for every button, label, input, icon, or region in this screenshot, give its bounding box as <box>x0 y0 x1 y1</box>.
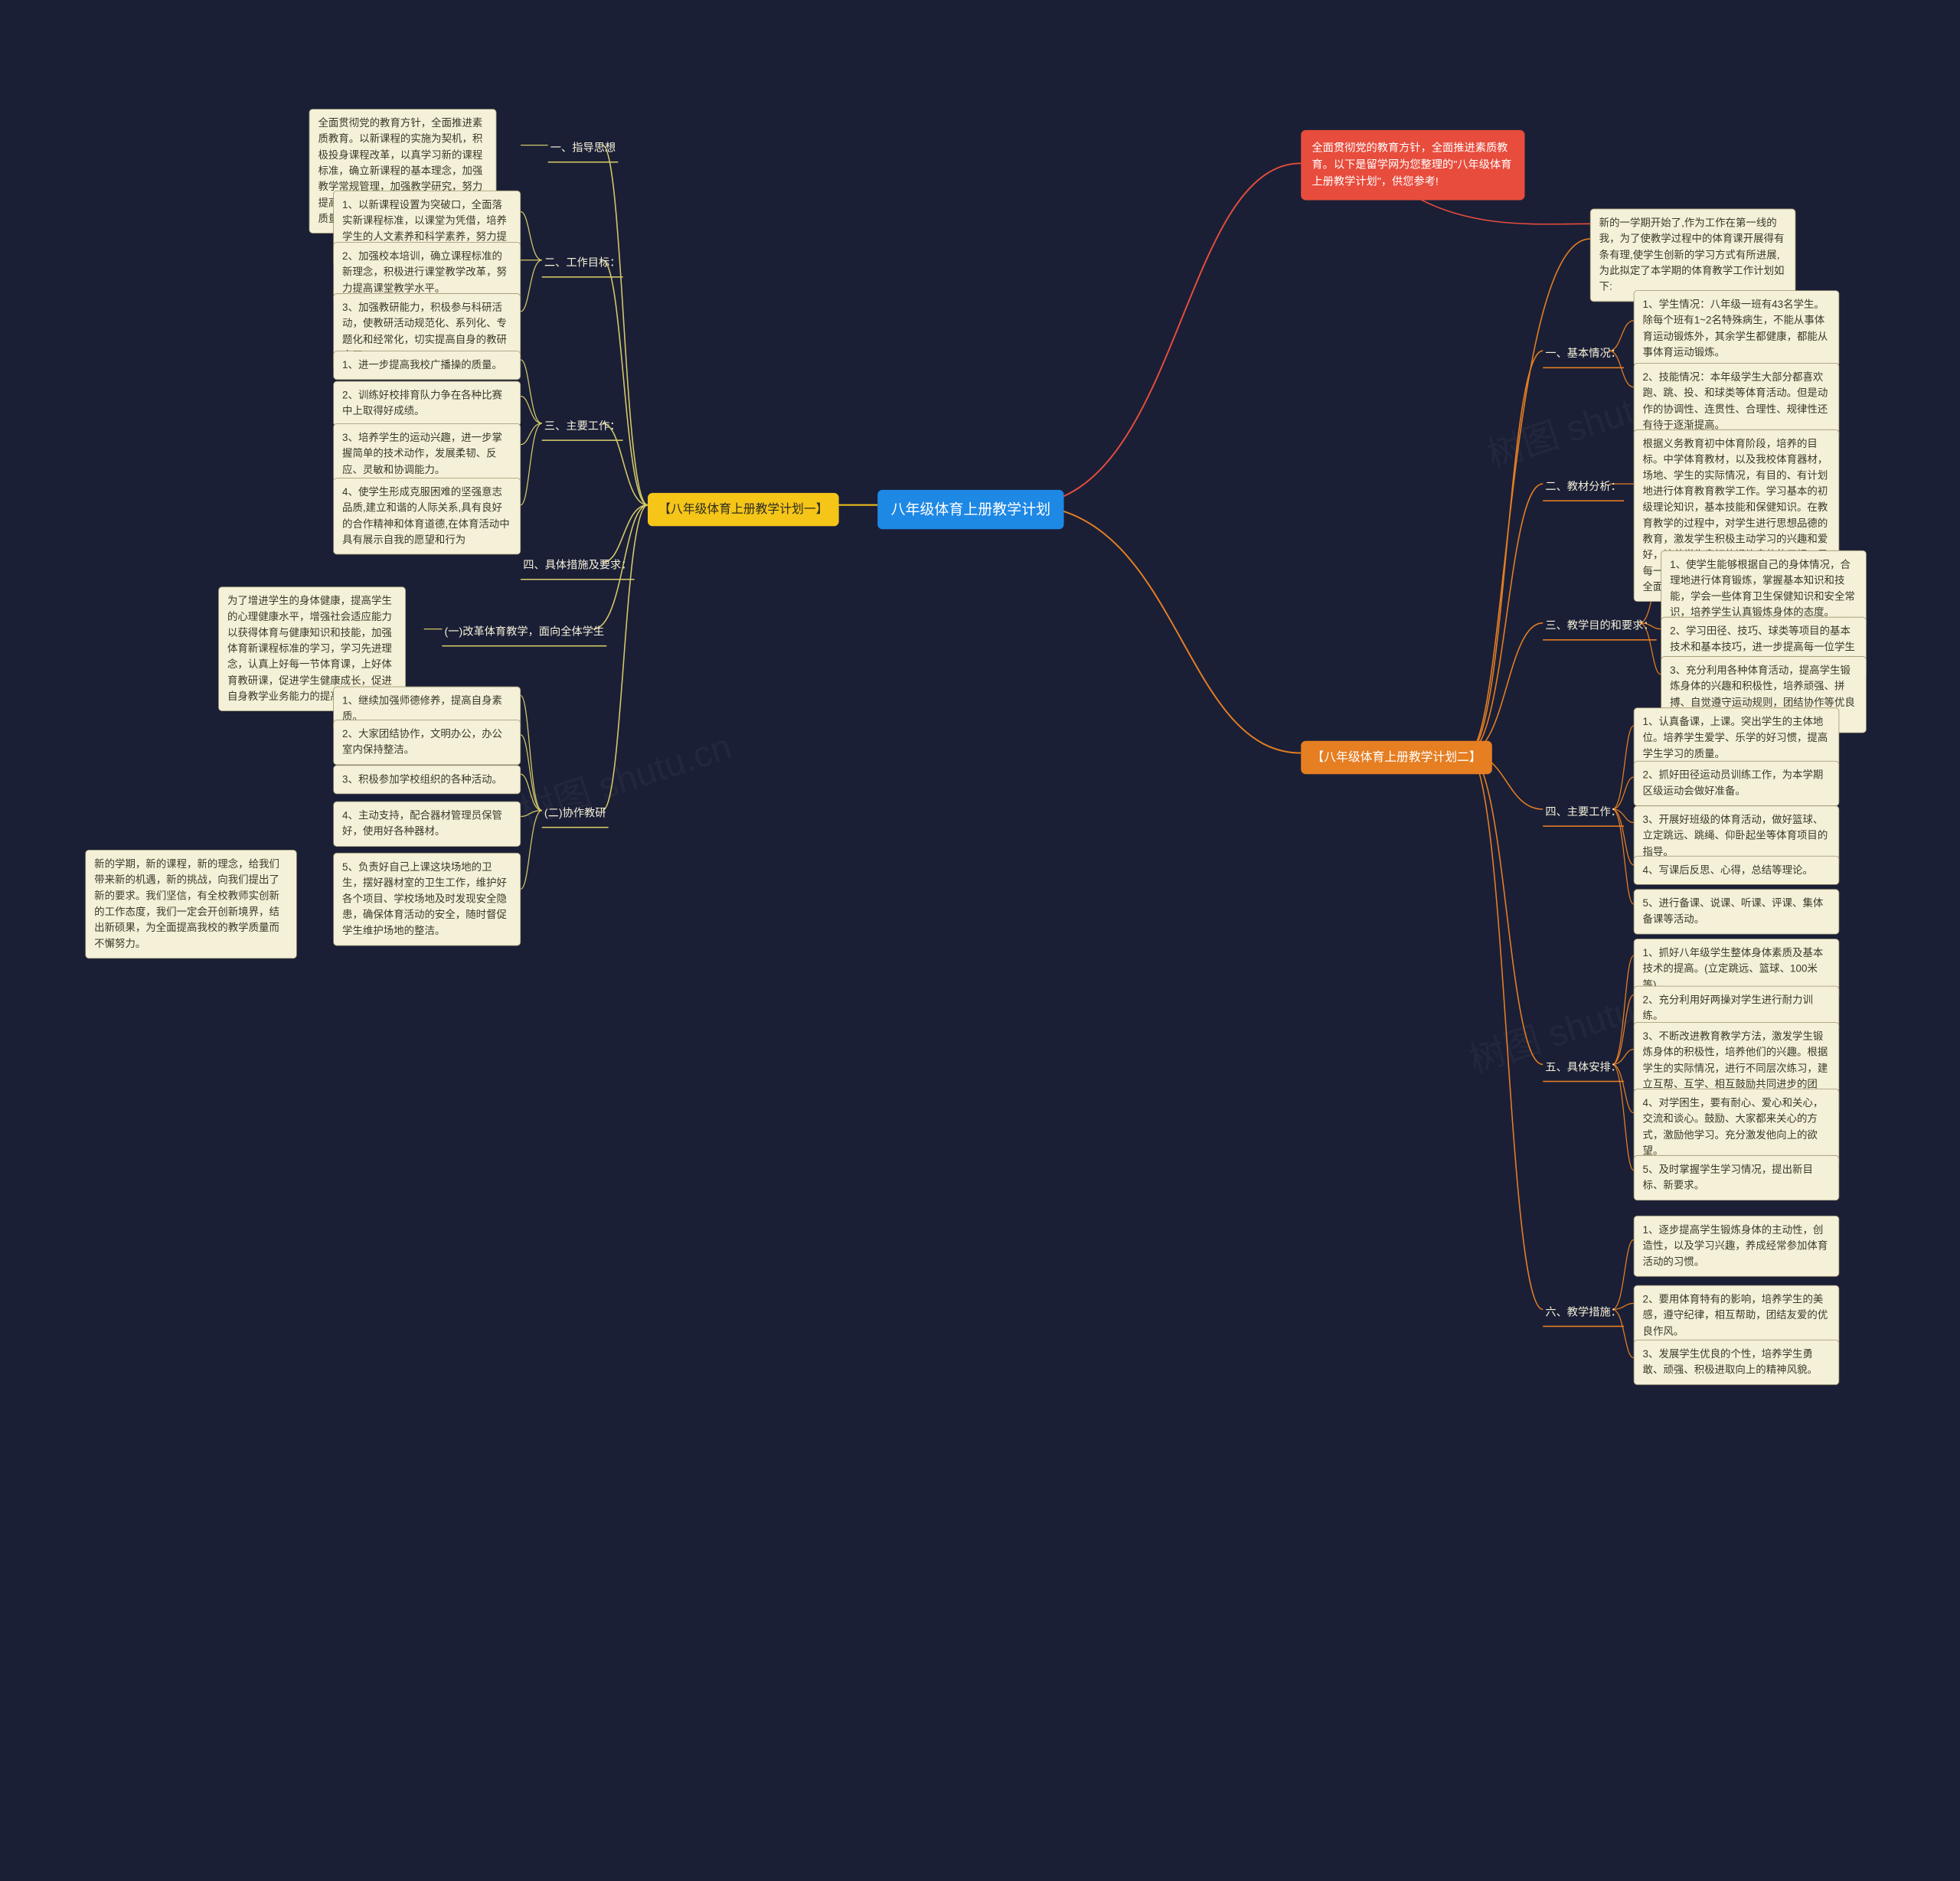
plan-a-closing: 新的学期，新的课程，新的理念，给我们带来新的机遇，新的挑战，向我们提出了新的要求… <box>85 850 297 958</box>
plan-a-s3-l2: 2、训练好校排育队力争在各种比赛中上取得好成绩。 <box>333 381 521 426</box>
plan-b-s2[interactable]: 二、教材分析： <box>1543 475 1624 501</box>
plan-a-s6[interactable]: (二)协作教研 <box>542 802 609 828</box>
plan-a-s3-l4: 4、使学生形成克服困难的坚强意志品质,建立和谐的人际关系,具有良好的合作精神和体… <box>333 478 521 555</box>
plan-a-s6-l3: 3、积极参加学校组织的各种活动。 <box>333 765 521 794</box>
plan-b-s3[interactable]: 三、教学目的和要求： <box>1543 614 1657 641</box>
plan-a-s3-l3: 3、培养学生的运动兴趣，进一步掌握简单的技术动作，发展柔韧、反应、灵敏和协调能力… <box>333 423 521 485</box>
root-node[interactable]: 八年级体育上册教学计划 <box>877 490 1063 529</box>
plan-a-s1[interactable]: 一、指导思想 <box>548 136 619 163</box>
plan-b-s3-l1: 1、使学生能够根据自己的身体情况，合理地进行体育锻炼，掌握基本知识和技能，学会一… <box>1661 550 1867 628</box>
plan-b-s4-l1: 1、认真备课，上课。突出学生的主体地位。培养学生爱学、乐学的好习惯，提高学生学习… <box>1634 707 1840 769</box>
plan-a-s3[interactable]: 三、主要工作： <box>542 414 623 441</box>
plan-b-s1-l2: 2、技能情况：本年级学生大部分都喜欢跑、跳、投、和球类等体育活动。但是动作的协调… <box>1634 363 1840 440</box>
plan-b-s5[interactable]: 五、具体安排： <box>1543 1056 1624 1083</box>
plan-b-s4-l4: 4、写课后反思、心得，总结等理论。 <box>1634 856 1840 885</box>
plan-b-s1[interactable]: 一、基本情况： <box>1543 341 1624 368</box>
plan-b-s4-l2: 2、抓好田径运动员训练工作，为本学期区级运动会做好准备。 <box>1634 761 1840 806</box>
plan-a-s3-l1: 1、进一步提高我校广播操的质量。 <box>333 351 521 380</box>
plan-b-s1-l1: 1、学生情况：八年级一班有43名学生。除每个班有1~2名特殊病生，不能从事体育运… <box>1634 290 1840 367</box>
plan-b-s5-l4: 4、对学困生，要有耐心、爱心和关心，交流和谈心。鼓励、大家都来关心的方式，激励他… <box>1634 1089 1840 1166</box>
plan-a-s6-l5: 5、负责好自己上课这块场地的卫生，摆好器材室的卫生工作，维护好各个项目、学校场地… <box>333 853 521 945</box>
plan-b-node[interactable]: 【八年级体育上册教学计划二】 <box>1301 741 1492 774</box>
plan-b-s6[interactable]: 六、教学措施： <box>1543 1301 1624 1327</box>
plan-a-s5[interactable]: (一)改革体育教学，面向全体学生 <box>442 620 606 647</box>
plan-b-s4[interactable]: 四、主要工作： <box>1543 800 1624 827</box>
mindmap-canvas: 树图 shutu.cn 树图 shutu.cn 树图 shutu.cn <box>406 0 1954 1486</box>
plan-b-s6-l1: 1、逐步提高学生锻炼身体的主动性，创造性，以及学习兴趣，养成经常参加体育活动的习… <box>1634 1216 1840 1277</box>
plan-a-s6-l2: 2、大家团结协作，文明办公，办公室内保持整洁。 <box>333 720 521 765</box>
intro-node[interactable]: 全面贯彻党的教育方针，全面推进素质教育。以下是留学网为您整理的"八年级体育上册教… <box>1301 130 1524 200</box>
plan-b-s6-l3: 3、发展学生优良的个性，培养学生勇敢、顽强、积极进取向上的精神风貌。 <box>1634 1340 1840 1385</box>
plan-a-s2[interactable]: 二、工作目标： <box>542 251 623 278</box>
plan-b-s5-l5: 5、及时掌握学生学习情况，提出新目标、新要求。 <box>1634 1155 1840 1200</box>
plan-b-preface: 新的一学期开始了,作为工作在第一线的我，为了使教学过程中的体育课开展得有条有理,… <box>1590 209 1796 302</box>
plan-b-s6-l2: 2、要用体育特有的影响，培养学生的美感，遵守纪律，相互帮助，团结友爱的优良作风。 <box>1634 1285 1840 1347</box>
plan-a-node[interactable]: 【八年级体育上册教学计划一】 <box>648 493 839 526</box>
plan-b-s4-l5: 5、进行备课、说课、听课、评课、集体备课等活动。 <box>1634 889 1840 934</box>
plan-a-s6-l4: 4、主动支持，配合器材管理员保管好，使用好各种器材。 <box>333 802 521 847</box>
plan-a-s4[interactable]: 四、具体措施及要求： <box>521 554 635 580</box>
